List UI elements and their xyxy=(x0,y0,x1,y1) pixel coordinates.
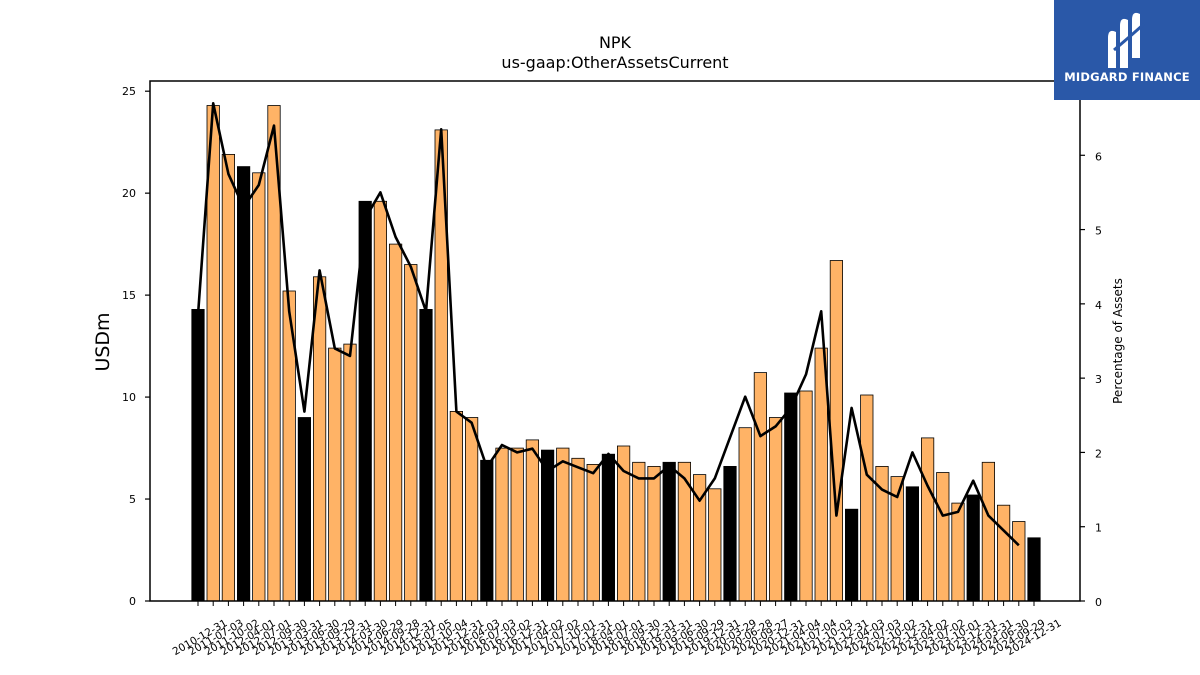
bar xyxy=(981,461,996,602)
bar xyxy=(845,508,859,602)
bar xyxy=(404,264,418,602)
bar xyxy=(708,488,722,602)
bar xyxy=(951,502,965,602)
bar xyxy=(495,447,509,602)
y2-tick-label: 6 xyxy=(1095,150,1102,163)
y2-tick-label: 2 xyxy=(1095,447,1102,460)
bar xyxy=(556,447,570,602)
bar xyxy=(769,417,783,602)
y-tick-label: 0 xyxy=(129,595,136,608)
y-tick-label: 25 xyxy=(122,85,136,98)
bar xyxy=(388,243,403,602)
bar xyxy=(571,457,585,602)
brand-logo: MIDGARD FINANCE xyxy=(1054,0,1200,100)
bar xyxy=(419,308,433,602)
bar xyxy=(601,453,616,602)
bar xyxy=(464,417,479,602)
bar xyxy=(905,486,920,602)
bar xyxy=(799,390,813,602)
bar xyxy=(480,459,494,602)
bar xyxy=(328,347,342,602)
bar xyxy=(510,447,524,602)
brand-logo-text: MIDGARD FINANCE xyxy=(1064,70,1190,84)
bar xyxy=(936,472,950,602)
bar xyxy=(221,153,235,602)
y-tick-label: 10 xyxy=(122,391,136,404)
bar xyxy=(921,437,935,602)
bar xyxy=(860,394,874,602)
bar xyxy=(723,465,737,602)
bar xyxy=(236,166,251,602)
y-tick-label: 15 xyxy=(122,289,136,302)
y-axis-label: USDm xyxy=(92,312,114,371)
chart-title: NPK xyxy=(599,33,632,52)
line-series xyxy=(196,102,1020,547)
bar xyxy=(525,439,540,602)
y2-tick-label: 4 xyxy=(1095,299,1102,312)
bar xyxy=(343,343,357,602)
y2-tick-label: 3 xyxy=(1095,373,1102,386)
axes: 051015202501234562010-12-312011-07-03201… xyxy=(122,80,1102,658)
bar xyxy=(784,392,798,602)
chart-subtitle: us-gaap:OtherAssetsCurrent xyxy=(501,53,728,72)
bar xyxy=(1012,521,1026,602)
y-tick-label: 5 xyxy=(129,493,136,506)
y2-tick-label: 1 xyxy=(1095,522,1102,535)
bar xyxy=(541,449,555,602)
bar xyxy=(738,427,752,602)
bar xyxy=(586,463,600,602)
midgard-logo-icon xyxy=(1108,12,1145,68)
y2-axis-label: Percentage of Assets xyxy=(1111,278,1125,404)
bar xyxy=(312,276,327,602)
bar xyxy=(1027,537,1041,602)
bar xyxy=(252,172,266,602)
bar xyxy=(297,417,312,602)
bar xyxy=(997,504,1011,602)
percentage-line xyxy=(196,102,1020,547)
plot-frame xyxy=(149,80,1081,602)
bar xyxy=(829,260,844,602)
y-tick-label: 20 xyxy=(122,187,136,200)
y2-tick-label: 5 xyxy=(1095,225,1102,238)
bar xyxy=(632,461,646,602)
y2-tick-label: 0 xyxy=(1095,596,1102,609)
bar-series xyxy=(191,105,1041,602)
bar xyxy=(753,372,768,602)
bar xyxy=(191,308,205,602)
bar xyxy=(966,494,980,602)
bar xyxy=(373,200,388,602)
bar xyxy=(662,461,676,602)
bar xyxy=(449,410,464,602)
bar xyxy=(647,465,661,602)
